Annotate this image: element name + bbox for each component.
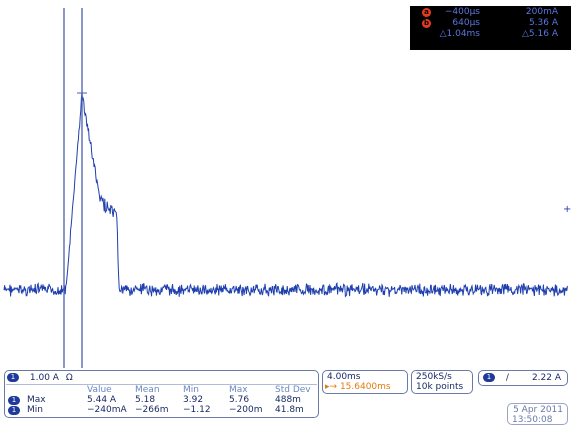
measurement-row-badge: 1	[8, 396, 20, 405]
trigger-source-badge: 1	[483, 373, 495, 382]
measurement-panel[interactable]: 1 1.00 A Ω Value Mean Min Max Std Dev 1 Max 5.4…	[4, 370, 319, 418]
measurement-cell: 5.44 A	[87, 395, 117, 405]
cursor-a-time: −400µs	[444, 7, 480, 17]
waveform-trace-group	[3, 92, 568, 298]
measurement-header-value: Value	[87, 385, 112, 395]
cursor-b-row: b 640µs 5.36 A	[410, 18, 571, 29]
record-length: 10k points	[416, 382, 464, 392]
cursor-delta-value: △5.16 A	[522, 29, 558, 39]
measurement-row-label: Max	[27, 395, 46, 405]
trigger-slope-icon: /	[505, 373, 509, 383]
measurement-header-std-dev: Std Dev	[275, 385, 311, 395]
measurement-cell: −266m	[135, 405, 169, 415]
panel-divider	[6, 384, 317, 385]
measurement-header-mean: Mean	[135, 385, 160, 395]
cursor-a-badge: a	[422, 8, 431, 17]
cursor-delta-time: △1.04ms	[439, 29, 480, 39]
measurement-cell: −200m	[229, 405, 263, 415]
channel-scale-row[interactable]: 1 1.00 A Ω	[7, 372, 307, 384]
time: 13:50:08	[512, 415, 553, 425]
datetime-panel: 5 Apr 2011 13:50:08	[507, 403, 568, 425]
measurement-cell: 41.8m	[275, 405, 304, 415]
timebase-scale: 4.00ms	[327, 372, 361, 382]
measurement-cell: 5.76	[229, 395, 250, 405]
trigger-level-marker[interactable]: +	[563, 204, 571, 215]
impedance-icon: Ω	[65, 373, 73, 383]
trigger-level: 2.22 A	[531, 373, 561, 383]
cursor-a-row: a −400µs 200mA	[410, 7, 571, 18]
cursor-b-badge: b	[422, 19, 431, 28]
measurement-cell: −240mA	[87, 405, 127, 415]
cursor-a-value: 200mA	[525, 7, 558, 17]
measurement-cell: 5.18	[135, 395, 156, 405]
measurement-row-label: Min	[27, 405, 43, 415]
trigger-panel[interactable]: 1 / 2.22 A	[478, 370, 568, 386]
measurement-cell: 488m	[275, 395, 301, 405]
acquisition-panel[interactable]: 250kS/s 10k points	[411, 370, 473, 394]
timebase-panel[interactable]: 4.00ms ▸→ 15.6400ms	[322, 370, 408, 394]
channel-1-badge: 1	[7, 373, 19, 382]
measurement-cell: 3.92	[183, 395, 204, 405]
horizontal-position-row: ▸→ 15.6400ms	[325, 382, 391, 392]
cursor-b-time: 640µs	[452, 18, 480, 28]
channel-1-waveform	[3, 92, 568, 298]
measurement-header-max: Max	[229, 385, 248, 395]
cursor-delta-row: △1.04ms △5.16 A	[410, 29, 571, 40]
measurement-row-badge: 1	[8, 406, 20, 415]
horizontal-position: 15.6400ms	[339, 382, 391, 392]
measurement-header-min: Min	[183, 385, 199, 395]
channel-scale: 1.00 A	[29, 373, 59, 383]
cursor-readout: a −400µs 200mA b 640µs 5.36 A △1.04ms △5…	[410, 6, 571, 50]
measurement-cell: −1.12	[183, 405, 211, 415]
horizontal-position-icon: ▸→	[325, 382, 338, 392]
trigger-row: 1 / 2.22 A	[483, 373, 565, 383]
cursor-b-value: 5.36 A	[528, 18, 558, 28]
date: 5 Apr 2011	[513, 405, 563, 415]
sample-rate: 250kS/s	[416, 372, 452, 382]
